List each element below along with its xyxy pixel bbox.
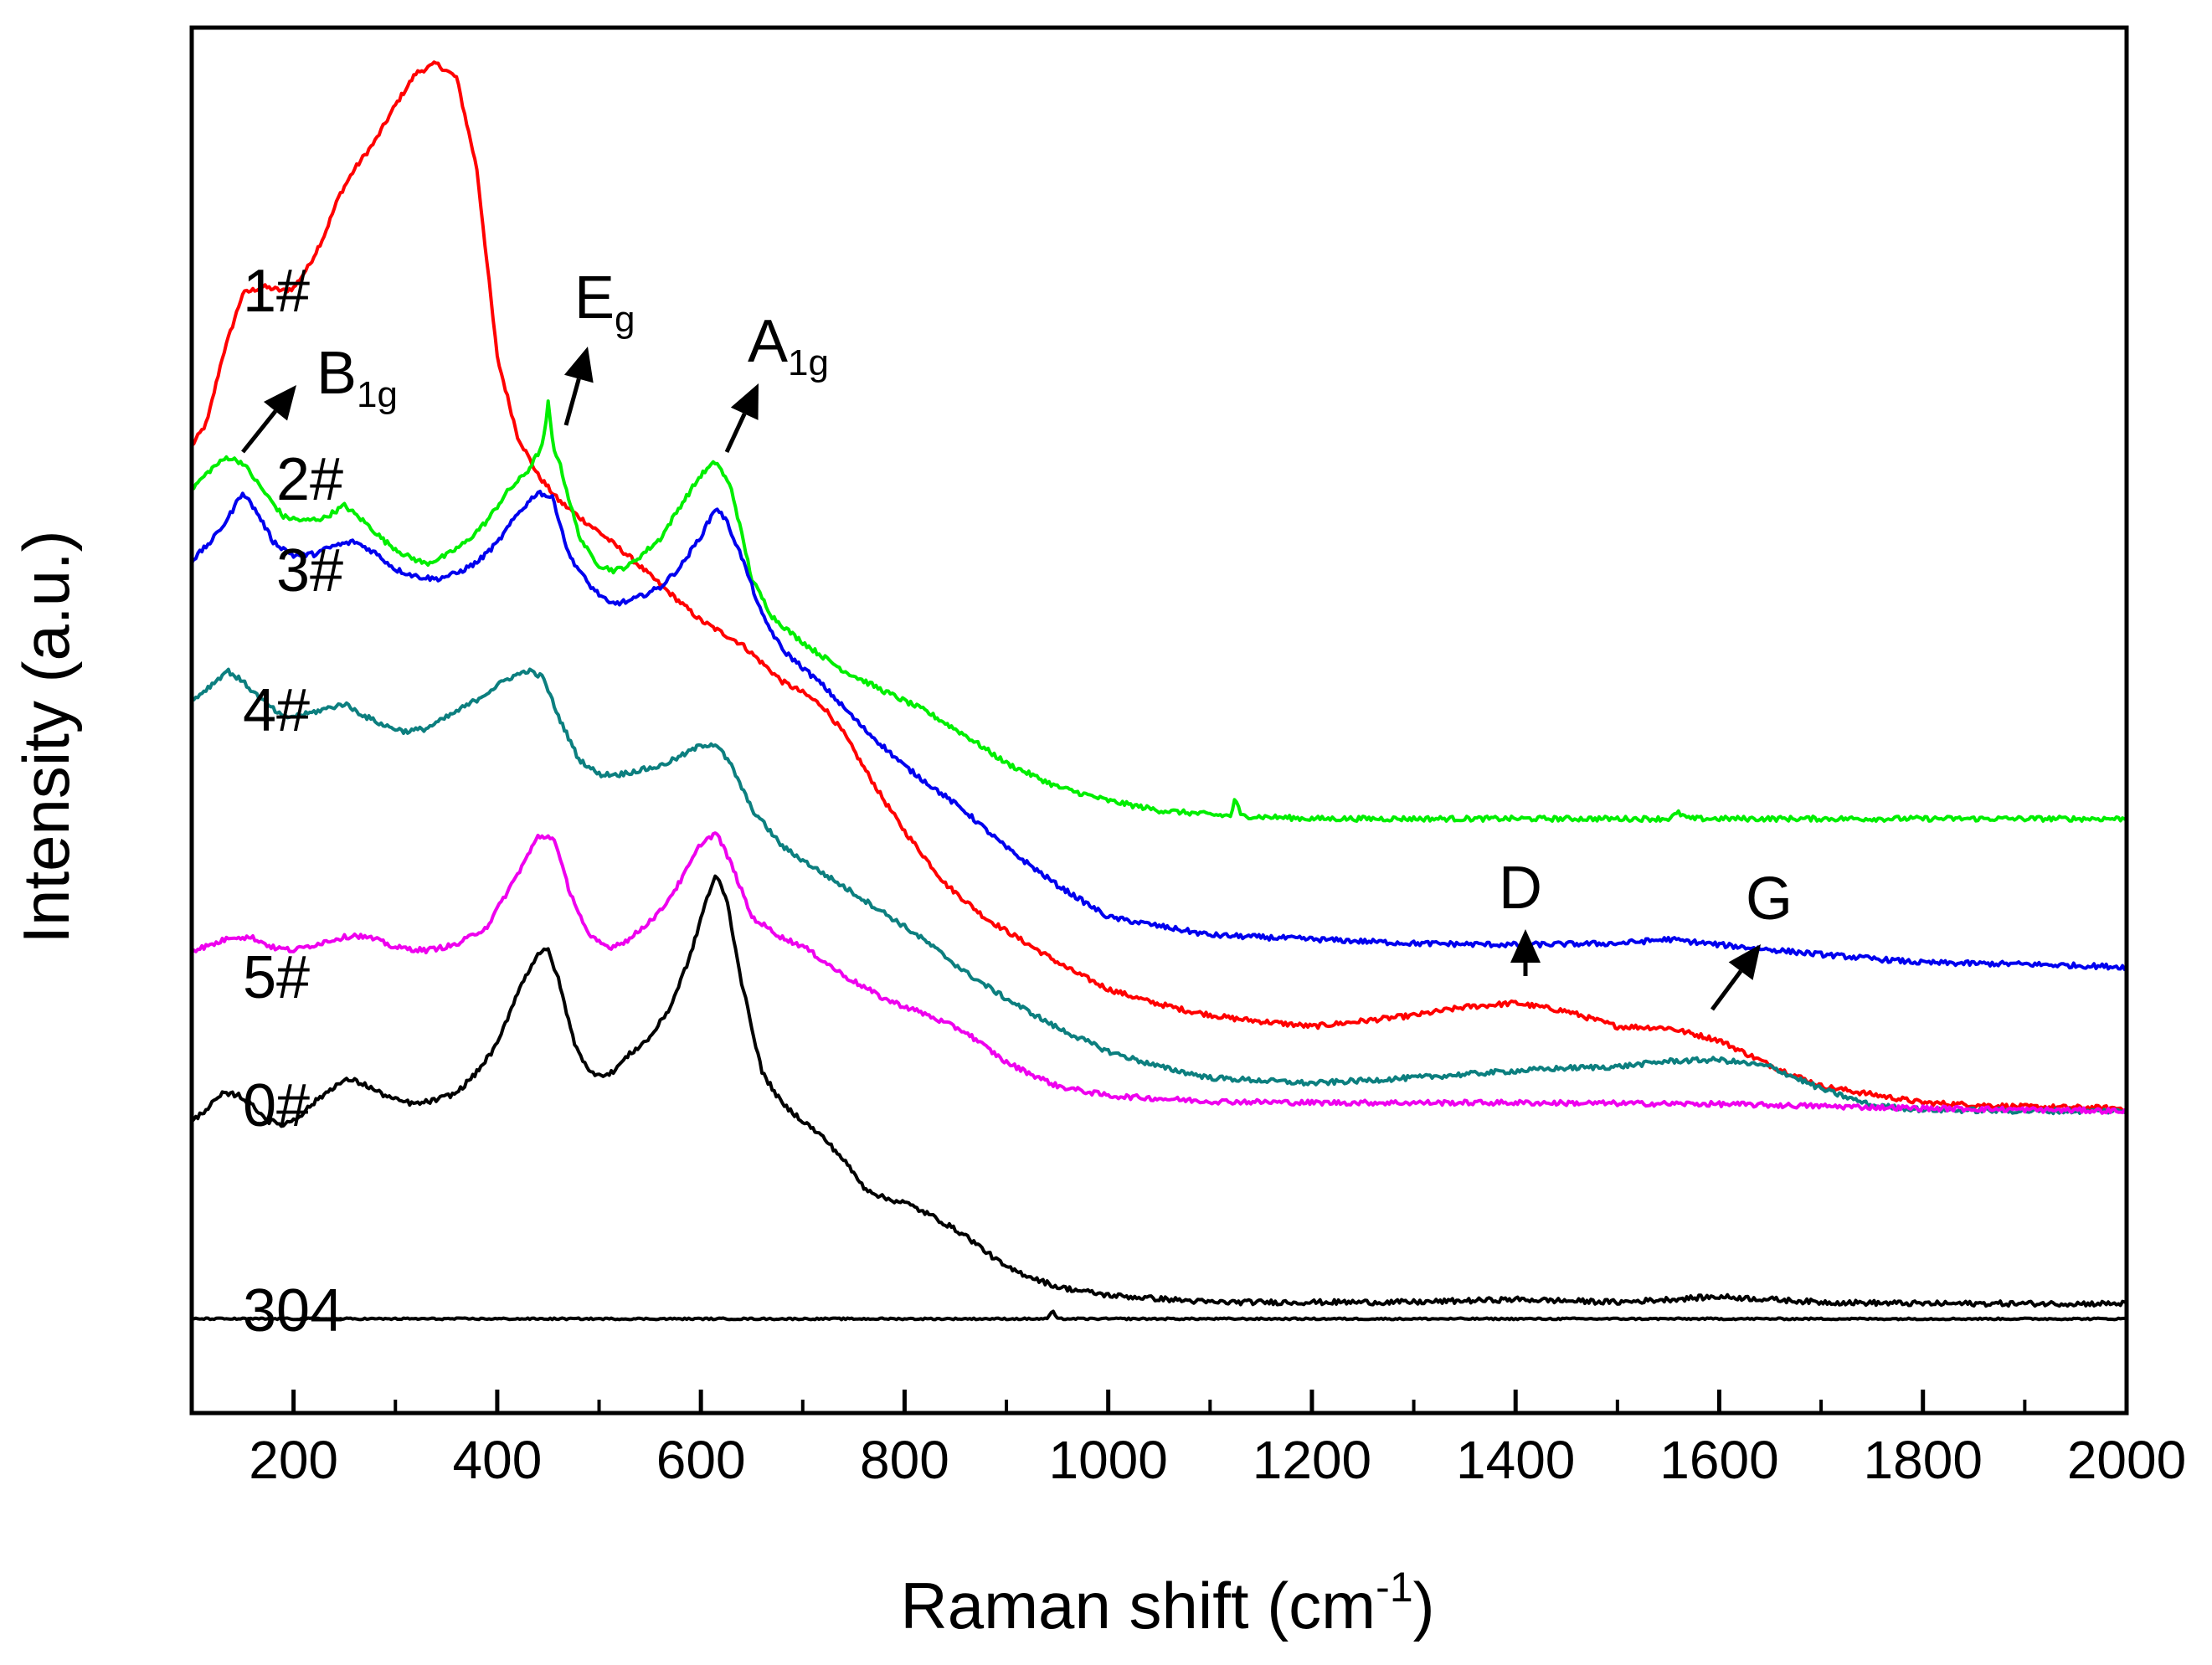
annotation-label: D — [1499, 855, 1542, 922]
annotation-main: D — [1499, 855, 1542, 922]
x-tick-label: 400 — [453, 1430, 543, 1490]
axis-layer: 200 400 600 800 1000 1200 1400 1600 1800 2000 Rama… — [9, 25, 2186, 1642]
annotation-label: G — [1746, 866, 1793, 933]
series-line-5 — [190, 831, 2127, 1115]
annotation-subscript: g — [615, 299, 635, 340]
peak-annotation-b1g: B1g — [241, 340, 398, 454]
x-tick-label: 200 — [249, 1430, 338, 1490]
curve-label-4: 4# — [243, 677, 310, 744]
series-line-0 — [190, 874, 2128, 1308]
annotation-arrow-shaft — [241, 409, 277, 454]
x-tick-label: 1600 — [1659, 1430, 1778, 1490]
series-line-2 — [190, 399, 2127, 823]
plot-frame — [189, 25, 2129, 1416]
x-tick-label: 2000 — [2067, 1430, 2186, 1490]
curve-label-0: 0# — [243, 1072, 310, 1139]
x-tick-label: 1400 — [1456, 1430, 1575, 1490]
x-tick-label: 800 — [860, 1430, 949, 1490]
curve-label-304: 304 — [243, 1277, 343, 1344]
annotation-main: E — [574, 265, 615, 331]
annotation-label: B1g — [316, 340, 398, 415]
y-axis-title: Intensity (a.u.) — [9, 530, 83, 943]
annotation-arrow-shaft — [563, 378, 581, 426]
x-axis-title-close: ) — [1413, 1569, 1435, 1642]
x-axis-title-superscript: -1 — [1376, 1564, 1412, 1611]
peak-annotation-g: G — [1710, 866, 1793, 1011]
annotation-arrow-shaft — [724, 413, 747, 454]
annotation-main: A — [748, 308, 788, 375]
peak-annotation-eg: Eg — [563, 265, 635, 426]
x-axis-title-main: Raman shift (cm — [900, 1569, 1376, 1642]
annotation-arrow-head — [563, 347, 594, 383]
x-tick-label: 1800 — [1864, 1430, 1983, 1490]
annotation-arrow-head — [1728, 944, 1761, 980]
label-layer: 1# 2# 3# 4# 5# 0# 304 — [243, 258, 343, 1344]
annotation-label: A1g — [748, 308, 829, 383]
annotation-main: B — [316, 340, 357, 407]
series-layer — [190, 60, 2128, 1322]
curve-label-1: 1# — [243, 258, 310, 325]
series-line-304-baseline — [191, 1309, 2127, 1322]
x-tick-label: 1000 — [1048, 1430, 1167, 1490]
annotation-label: Eg — [574, 265, 635, 340]
annotation-subscript: 1g — [357, 374, 398, 415]
peak-annotation-d: D — [1499, 855, 1542, 976]
series-line-4 — [191, 667, 2127, 1116]
peak-annotation-a1g: A1g — [724, 308, 829, 454]
x-axis-title: Raman shift (cm-1) — [900, 1564, 1434, 1642]
annotation-arrow-head — [1510, 929, 1541, 963]
series-line-3 — [190, 490, 2128, 971]
x-tick-label: 1200 — [1253, 1430, 1371, 1490]
curve-label-5: 5# — [243, 944, 310, 1011]
annotation-arrow-head — [730, 383, 759, 420]
annotation-arrow-shaft — [1710, 969, 1743, 1011]
annotation-subscript: 1g — [788, 342, 829, 383]
curve-label-2: 2# — [276, 446, 343, 513]
curve-label-3: 3# — [276, 537, 343, 604]
x-tick-label: 600 — [656, 1430, 746, 1490]
annotation-arrow-head — [263, 385, 296, 421]
annotation-main: G — [1746, 866, 1793, 933]
